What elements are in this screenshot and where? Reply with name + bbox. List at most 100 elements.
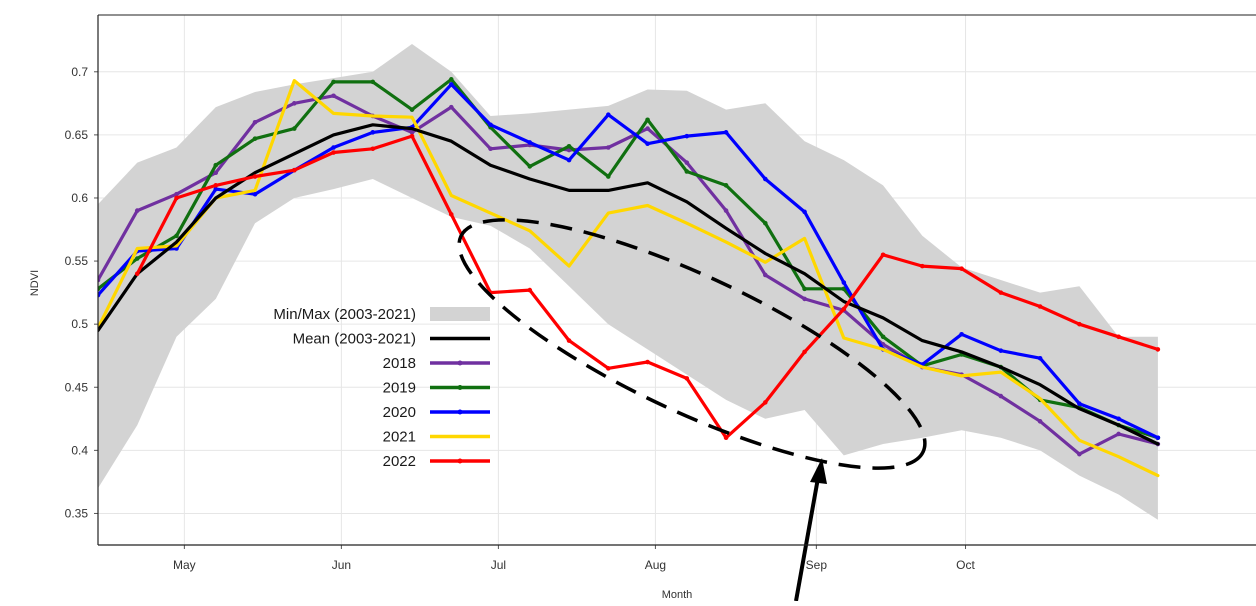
legend-marker-2018 [457, 360, 463, 366]
y-tick-label: 0.5 [71, 317, 88, 331]
data-point-2020 [998, 348, 1004, 353]
data-point-2019 [527, 164, 533, 169]
x-axis-title: Month [662, 589, 693, 601]
min-max-band-layer [98, 44, 1158, 520]
data-point-2022 [1116, 334, 1121, 340]
y-tick-label: 0.6 [71, 191, 88, 205]
data-point-2022 [213, 183, 219, 188]
data-point-2022 [1155, 347, 1161, 352]
data-point-2018 [134, 208, 140, 213]
data-point-2019 [252, 136, 258, 141]
data-point-2020 [1155, 435, 1161, 441]
x-tick-label: Sep [806, 558, 828, 572]
data-point-2022 [174, 195, 179, 201]
data-point-2019 [723, 183, 729, 188]
y-tick-label: 0.65 [65, 128, 89, 142]
data-point-2022 [880, 252, 886, 258]
arrow-shaft-annotation [794, 477, 820, 602]
data-point-2020 [763, 176, 768, 182]
data-point-2022 [1077, 321, 1082, 327]
legend-marker-2020 [457, 409, 463, 415]
data-point-2018 [684, 160, 690, 165]
arrow-head-annotation [810, 458, 827, 484]
legend-label-2021: 2021 [383, 429, 416, 446]
data-point-2019 [841, 286, 847, 292]
data-point-2019 [448, 77, 454, 82]
data-point-2020 [566, 157, 572, 163]
data-point-2020 [488, 122, 493, 128]
data-point-2020 [684, 133, 690, 139]
data-point-2019 [802, 286, 807, 292]
series-layer [98, 77, 1161, 478]
data-point-2019 [331, 79, 336, 85]
data-point-2019 [763, 220, 768, 226]
legend-label-2019: 2019 [383, 380, 416, 397]
data-point-2019 [213, 162, 219, 168]
data-point-2020 [1037, 355, 1043, 361]
x-tick-label: Aug [645, 558, 666, 572]
data-point-2019 [134, 256, 140, 261]
data-point-2019 [370, 79, 376, 85]
data-point-2022 [645, 359, 650, 365]
series-2022 [134, 133, 1161, 441]
data-point-2018 [174, 191, 179, 197]
data-point-2022 [291, 167, 297, 173]
y-tick-label: 0.4 [71, 443, 88, 457]
data-point-2019 [606, 174, 611, 179]
data-point-2019 [409, 107, 415, 112]
data-point-2022 [448, 212, 454, 217]
data-point-2022 [998, 290, 1004, 295]
data-point-2022 [684, 376, 690, 381]
legend-label-2022: 2022 [383, 453, 416, 470]
data-point-2018 [291, 101, 297, 106]
data-point-2022 [527, 287, 533, 293]
data-point-2020 [213, 186, 219, 192]
x-tick-label: Jul [491, 558, 506, 572]
data-point-2020 [527, 140, 533, 145]
data-point-2019 [684, 169, 690, 174]
legend-marker-2019 [457, 385, 463, 390]
legend-marker-2022 [457, 458, 463, 464]
data-point-2020 [1077, 401, 1082, 406]
dashed-ellipse-annotation [457, 218, 927, 470]
series-line-mean-2003-2021 [98, 123, 1160, 446]
legend-label-mean-2003-2021: Mean (2003-2021) [293, 331, 416, 348]
y-tick-label: 0.55 [65, 254, 89, 268]
data-point-2018 [998, 393, 1004, 399]
data-point-2019 [291, 126, 297, 131]
legend-label-2018: 2018 [383, 355, 416, 372]
data-point-2018 [331, 93, 336, 99]
y-tick-label: 0.35 [65, 506, 89, 520]
data-point-2018 [213, 170, 219, 176]
data-point-2022 [370, 146, 376, 152]
data-point-2020 [1116, 416, 1121, 422]
data-point-2022 [331, 150, 336, 155]
data-point-2020 [802, 209, 807, 215]
series-2021 [98, 79, 1160, 478]
data-point-2018 [763, 272, 768, 278]
x-tick-label: Jun [332, 558, 351, 572]
data-point-2022 [763, 400, 768, 405]
data-point-2018 [802, 296, 807, 302]
data-point-2018 [1077, 451, 1082, 457]
data-point-2022 [723, 435, 729, 441]
axes: 0.35 0.4 0.45 0.5 0.55 0.6 0.65 0.7 May Jun Jul Aug… [65, 14, 1256, 572]
data-point-2018 [606, 145, 611, 150]
data-point-2020 [606, 112, 611, 117]
data-point-2020 [841, 280, 847, 285]
data-point-2020 [252, 191, 258, 197]
data-point-2020 [959, 331, 964, 337]
data-point-2019 [174, 233, 179, 239]
x-tick-label: May [173, 558, 196, 572]
annotation-layer [457, 218, 927, 602]
y-tick-label: 0.45 [65, 380, 89, 394]
series-line-2020 [98, 82, 1160, 440]
data-point-2022 [252, 174, 258, 179]
data-point-2020 [723, 130, 729, 135]
data-point-2022 [959, 266, 964, 271]
data-point-2022 [920, 263, 925, 269]
min-max-band [98, 44, 1158, 520]
legend-label-2020: 2020 [383, 404, 416, 421]
